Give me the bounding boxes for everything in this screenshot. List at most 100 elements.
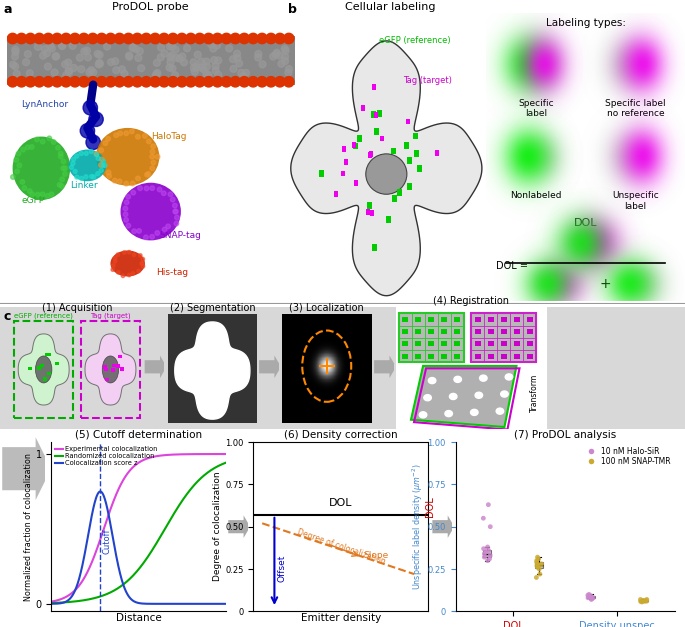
Circle shape — [159, 76, 169, 87]
Circle shape — [197, 64, 204, 71]
Point — [635, 596, 646, 606]
Circle shape — [16, 151, 21, 156]
Point — [532, 559, 543, 569]
Circle shape — [89, 112, 103, 127]
Circle shape — [130, 181, 135, 186]
Text: DOL: DOL — [329, 498, 353, 508]
Circle shape — [172, 72, 179, 79]
Text: +: + — [600, 277, 611, 291]
Circle shape — [25, 76, 36, 87]
Circle shape — [173, 55, 180, 61]
Circle shape — [129, 45, 136, 51]
Title: (4) Registration: (4) Registration — [434, 297, 509, 307]
Circle shape — [152, 71, 160, 78]
Circle shape — [105, 33, 116, 44]
Bar — [37, 366, 41, 370]
Ellipse shape — [96, 128, 160, 186]
Circle shape — [195, 51, 201, 58]
Circle shape — [40, 192, 45, 197]
Circle shape — [184, 45, 190, 52]
Circle shape — [99, 148, 103, 152]
Circle shape — [215, 57, 222, 64]
Circle shape — [124, 218, 128, 222]
Bar — [501, 342, 507, 346]
Y-axis label: Unspecific label density ($\mu m^{-2}$): Unspecific label density ($\mu m^{-2}$) — [410, 463, 425, 590]
Bar — [428, 342, 434, 346]
Bar — [475, 342, 481, 346]
Circle shape — [190, 65, 197, 71]
Point — [636, 597, 647, 607]
Circle shape — [20, 179, 25, 184]
Bar — [402, 342, 408, 346]
Circle shape — [181, 59, 188, 66]
Bar — [367, 203, 373, 209]
Bar — [371, 111, 376, 118]
Circle shape — [145, 172, 149, 177]
Circle shape — [40, 52, 47, 59]
Circle shape — [84, 47, 90, 54]
Bar — [514, 342, 520, 346]
Bar — [7, 36, 295, 85]
Circle shape — [278, 60, 285, 67]
Circle shape — [501, 391, 508, 397]
Point — [483, 545, 494, 556]
Circle shape — [94, 50, 101, 57]
Point — [532, 561, 543, 571]
Circle shape — [171, 198, 175, 202]
Text: Nonlabeled: Nonlabeled — [510, 191, 562, 201]
Bar — [475, 354, 481, 359]
Circle shape — [96, 157, 100, 161]
Circle shape — [45, 194, 50, 198]
Text: Degree of colocalization: Degree of colocalization — [295, 527, 386, 566]
Circle shape — [193, 64, 200, 71]
Circle shape — [117, 179, 122, 184]
Circle shape — [162, 191, 166, 196]
Bar — [372, 84, 376, 90]
Circle shape — [103, 141, 108, 145]
Bar — [369, 151, 373, 157]
Circle shape — [112, 264, 115, 267]
Text: eGFP: eGFP — [21, 196, 45, 205]
Circle shape — [107, 174, 112, 178]
Circle shape — [10, 61, 16, 68]
Circle shape — [116, 253, 120, 256]
Circle shape — [177, 76, 187, 87]
Circle shape — [286, 66, 292, 73]
Point — [480, 547, 491, 557]
Point — [532, 561, 543, 571]
Circle shape — [166, 43, 173, 50]
Text: Offset: Offset — [278, 554, 287, 582]
Circle shape — [221, 33, 232, 44]
Circle shape — [155, 231, 160, 235]
Circle shape — [49, 192, 54, 197]
Circle shape — [123, 251, 126, 255]
Circle shape — [13, 70, 20, 77]
Circle shape — [17, 163, 22, 168]
Circle shape — [118, 131, 123, 135]
Circle shape — [150, 186, 155, 191]
Circle shape — [138, 254, 142, 257]
Circle shape — [126, 223, 131, 228]
Bar — [413, 132, 419, 139]
Circle shape — [153, 60, 160, 66]
Bar — [372, 244, 377, 251]
Circle shape — [101, 159, 105, 164]
Circle shape — [84, 54, 92, 61]
Circle shape — [61, 166, 66, 171]
Circle shape — [71, 161, 75, 166]
Text: b: b — [288, 3, 297, 16]
Circle shape — [471, 409, 478, 416]
Circle shape — [79, 76, 89, 87]
Point — [641, 596, 652, 606]
Circle shape — [186, 33, 196, 44]
Point — [586, 594, 597, 604]
Circle shape — [97, 76, 107, 87]
Circle shape — [96, 60, 103, 66]
Point — [584, 589, 595, 599]
Bar — [47, 372, 51, 375]
Circle shape — [58, 154, 63, 159]
Circle shape — [248, 33, 258, 44]
Point — [584, 591, 595, 601]
Circle shape — [36, 192, 40, 197]
Point — [533, 554, 544, 564]
